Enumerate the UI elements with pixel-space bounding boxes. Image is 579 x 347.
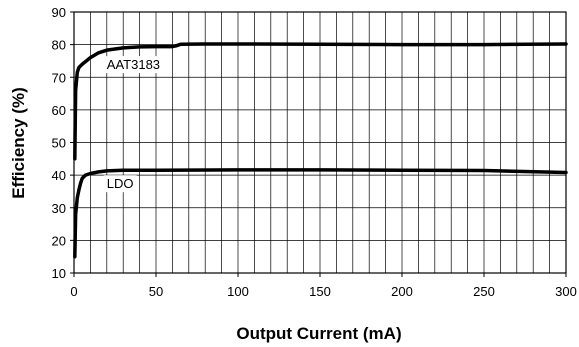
series-label-layer: AAT3183 LDO — [103, 56, 164, 193]
x-tick-label: 100 — [227, 284, 249, 299]
x-tick-label: 200 — [391, 284, 413, 299]
y-tick-label: 50 — [52, 136, 66, 151]
x-tick-label: 0 — [70, 284, 77, 299]
y-tick-label: 60 — [52, 103, 66, 118]
y-axis-title: Efficiency (%) — [9, 87, 28, 198]
x-tick-label: 150 — [309, 284, 331, 299]
y-tick-label: 20 — [52, 233, 66, 248]
series-label-background — [103, 56, 164, 74]
y-tick-label: 70 — [52, 70, 66, 85]
y-tick-label: 30 — [52, 201, 66, 216]
series-layer — [73, 42, 568, 259]
series-line-aat3183 — [73, 42, 568, 161]
series-line-ldo — [73, 168, 568, 259]
x-tick-label: 300 — [555, 284, 577, 299]
series-label-background — [103, 175, 137, 193]
x-tick-label: 250 — [473, 284, 495, 299]
grid-lines — [74, 12, 566, 273]
y-tick-label: 40 — [52, 168, 66, 183]
y-tick-label: 80 — [52, 38, 66, 53]
x-tick-label: 50 — [149, 284, 163, 299]
series-label-ldo: LDO — [107, 176, 134, 191]
series-label-aat3183: AAT3183 — [107, 57, 160, 72]
y-tick-label: 10 — [52, 266, 66, 281]
x-axis-title: Output Current (mA) — [236, 324, 401, 343]
y-tick-label: 90 — [52, 5, 66, 20]
tick-layer: 0 50 100 150 200 250 300 10 20 30 40 50 60 70 80 90 — [52, 5, 577, 299]
